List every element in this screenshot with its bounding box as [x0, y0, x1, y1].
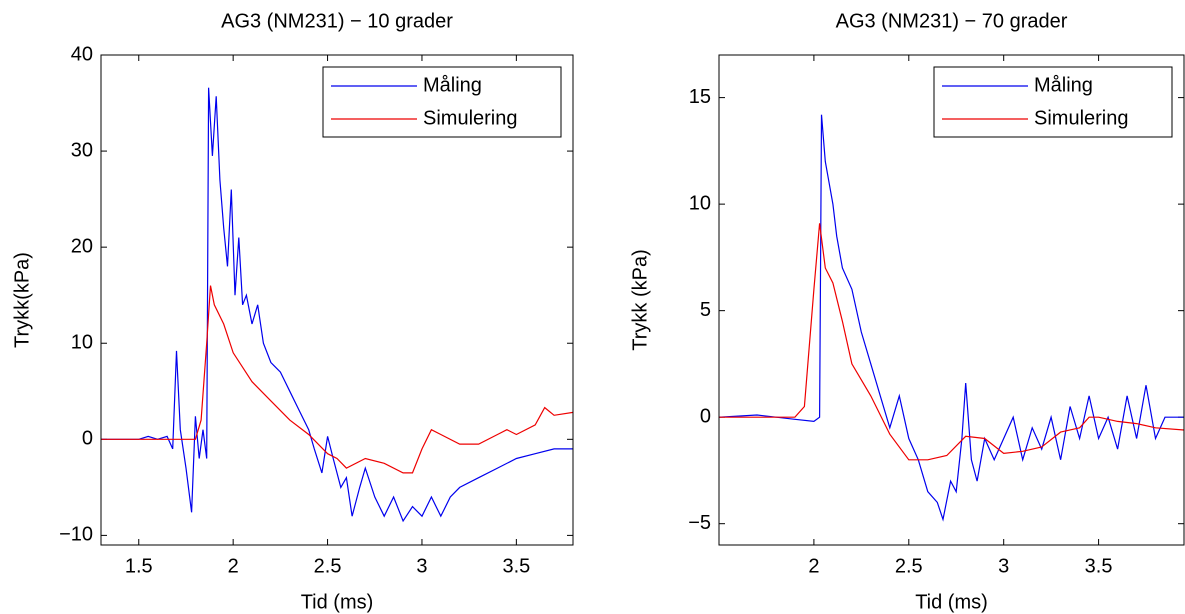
- x-tick-label: 2: [808, 555, 819, 577]
- x-tick-label: 2.5: [895, 555, 923, 577]
- y-tick-label: 0: [82, 428, 93, 450]
- x-tick-label: 3: [416, 555, 427, 577]
- data-line: [719, 223, 1184, 461]
- y-tick-label: 40: [71, 43, 93, 65]
- x-tick-label: 3.5: [1085, 555, 1113, 577]
- legend-label: Måling: [423, 74, 482, 96]
- y-tick-label: 15: [689, 86, 711, 108]
- y-tick-label: 30: [71, 139, 93, 161]
- x-axis-label: Tid (ms): [301, 591, 374, 613]
- y-tick-label: −5: [688, 512, 711, 534]
- axes-frame: [100, 54, 574, 546]
- y-tick-label: −10: [59, 524, 93, 546]
- y-tick-label: 20: [71, 235, 93, 257]
- y-tick-label: 5: [700, 299, 711, 321]
- x-tick-label: 3.5: [502, 555, 530, 577]
- legend-box: [322, 66, 562, 138]
- legend-label: Simulering: [423, 107, 517, 129]
- y-tick-label: 10: [71, 332, 93, 354]
- data-line: [719, 114, 1184, 522]
- x-tick-label: 3: [998, 555, 1009, 577]
- legend-label: Måling: [1034, 74, 1093, 96]
- data-line: [101, 285, 573, 474]
- y-axis-label: Trykk (kPa): [629, 249, 651, 350]
- y-axis-label: Trykk(kPa): [11, 252, 33, 348]
- y-tick-label: 10: [689, 192, 711, 214]
- legend-box: [933, 66, 1173, 138]
- data-line: [101, 87, 573, 523]
- chart-title: AG3 (NM231) − 10 grader: [221, 10, 453, 32]
- x-axis-label: Tid (ms): [915, 591, 988, 613]
- legend-label: Simulering: [1034, 107, 1128, 129]
- x-tick-label: 2.5: [314, 555, 342, 577]
- x-tick-label: 2: [228, 555, 239, 577]
- axes-frame: [718, 54, 1185, 546]
- chart-title: AG3 (NM231) − 70 grader: [836, 10, 1068, 32]
- x-tick-label: 1.5: [125, 555, 153, 577]
- y-tick-label: 0: [700, 405, 711, 427]
